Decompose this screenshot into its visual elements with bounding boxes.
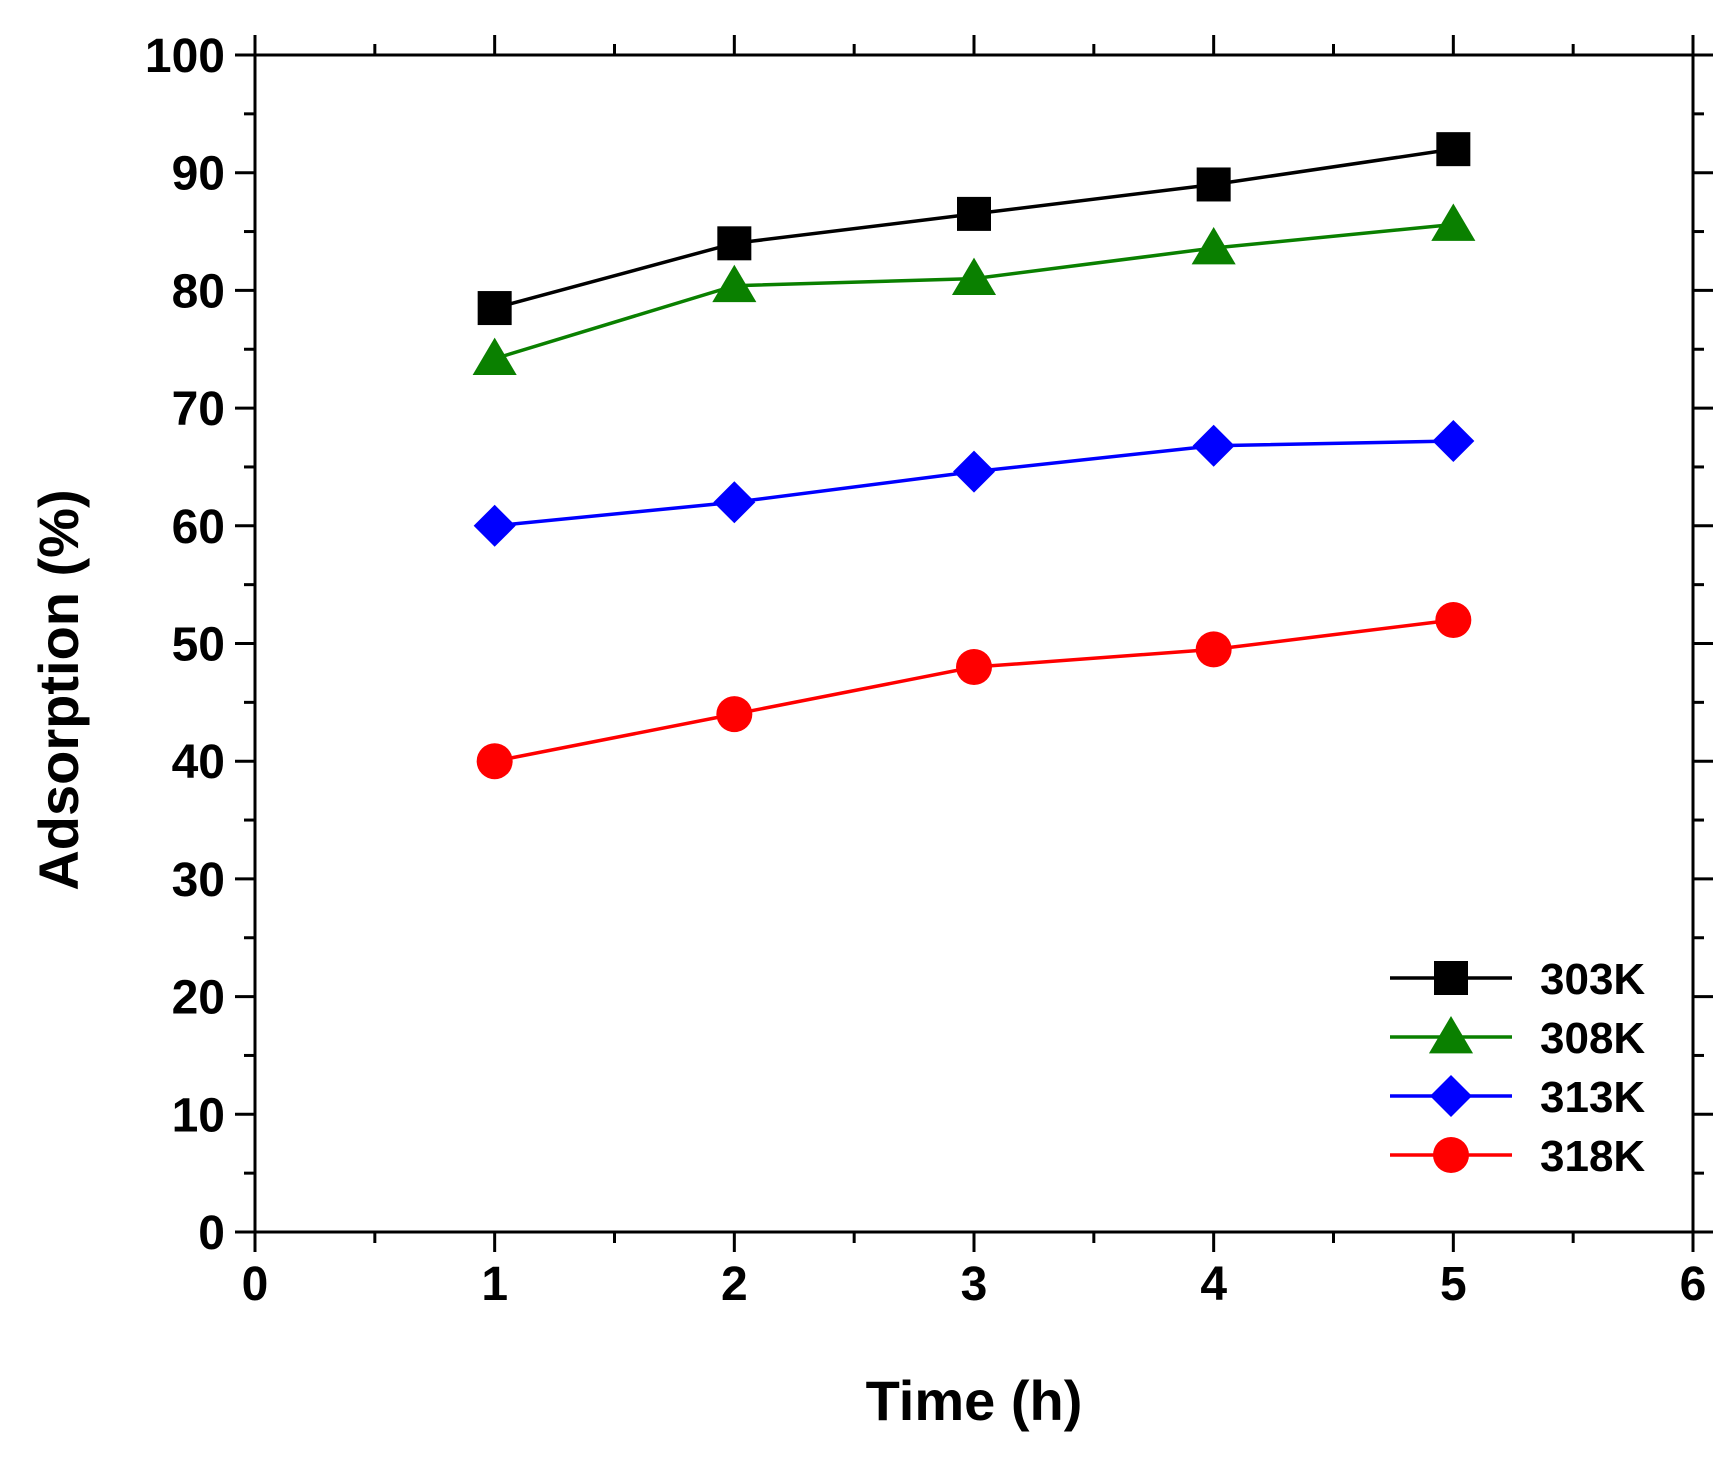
x-tick-label: 1: [481, 1258, 508, 1311]
y-tick-label: 50: [172, 619, 225, 672]
data-point-303k-5: [1436, 132, 1471, 167]
legend-marker-318k: [1433, 1137, 1469, 1173]
data-point-318k-1: [476, 743, 513, 780]
data-point-313k-1: [473, 504, 516, 547]
data-point-308k-1: [472, 337, 517, 376]
legend-marker-313k: [1430, 1075, 1472, 1117]
x-tick-label: 5: [1440, 1258, 1467, 1311]
y-tick-label: 100: [145, 30, 225, 83]
y-tick-label: 90: [172, 148, 225, 201]
series-group: [472, 132, 1476, 780]
data-point-308k-5: [1431, 203, 1476, 241]
series-line-318k: [494, 618, 1454, 763]
legend-marker-308k: [1428, 1016, 1474, 1054]
plot-frame: [253, 53, 1695, 1234]
x-tick-label: 3: [961, 1258, 988, 1311]
y-tick-label: 60: [172, 501, 225, 554]
data-point-303k-3: [957, 196, 991, 231]
x-axis-title: Time (h): [866, 1369, 1083, 1432]
data-point-318k-5: [1435, 601, 1472, 638]
data-point-318k-3: [956, 649, 992, 686]
data-point-318k-4: [1195, 631, 1232, 668]
data-point-313k-5: [1432, 420, 1475, 463]
y-tick-label: 10: [172, 1089, 225, 1142]
legend-label-318k: 318K: [1540, 1132, 1645, 1181]
y-axis-title: Adsorption (%): [27, 489, 90, 890]
y-tick-label: 70: [172, 383, 225, 436]
y-tick-label: 0: [198, 1207, 225, 1260]
x-tick-label: 2: [721, 1258, 748, 1311]
x-tick-label: 6: [1680, 1258, 1707, 1311]
data-point-313k-4: [1192, 424, 1235, 467]
data-point-303k-2: [717, 226, 752, 261]
data-point-308k-2: [712, 264, 757, 303]
y-tick-label: 40: [172, 736, 225, 789]
data-point-303k-1: [477, 291, 512, 326]
data-point-308k-3: [951, 257, 997, 296]
y-tick-label: 20: [172, 972, 225, 1025]
legend-label-303k: 303K: [1540, 955, 1645, 1004]
x-tick-label: 4: [1200, 1258, 1227, 1311]
x-tick-label: 0: [242, 1258, 269, 1311]
legend-label-313k: 313K: [1540, 1073, 1645, 1122]
data-point-313k-3: [953, 450, 995, 493]
data-point-308k-4: [1191, 227, 1236, 265]
legend-label-308k: 308K: [1540, 1014, 1645, 1063]
legend: 303K 308K 313K 318K: [1390, 955, 1645, 1181]
y-tick-label: 80: [172, 265, 225, 318]
legend-marker-303k: [1434, 961, 1468, 995]
data-point-313k-2: [713, 481, 756, 524]
data-point-318k-2: [716, 696, 753, 733]
y-tick-label: 30: [172, 854, 225, 907]
data-point-303k-4: [1196, 167, 1231, 202]
